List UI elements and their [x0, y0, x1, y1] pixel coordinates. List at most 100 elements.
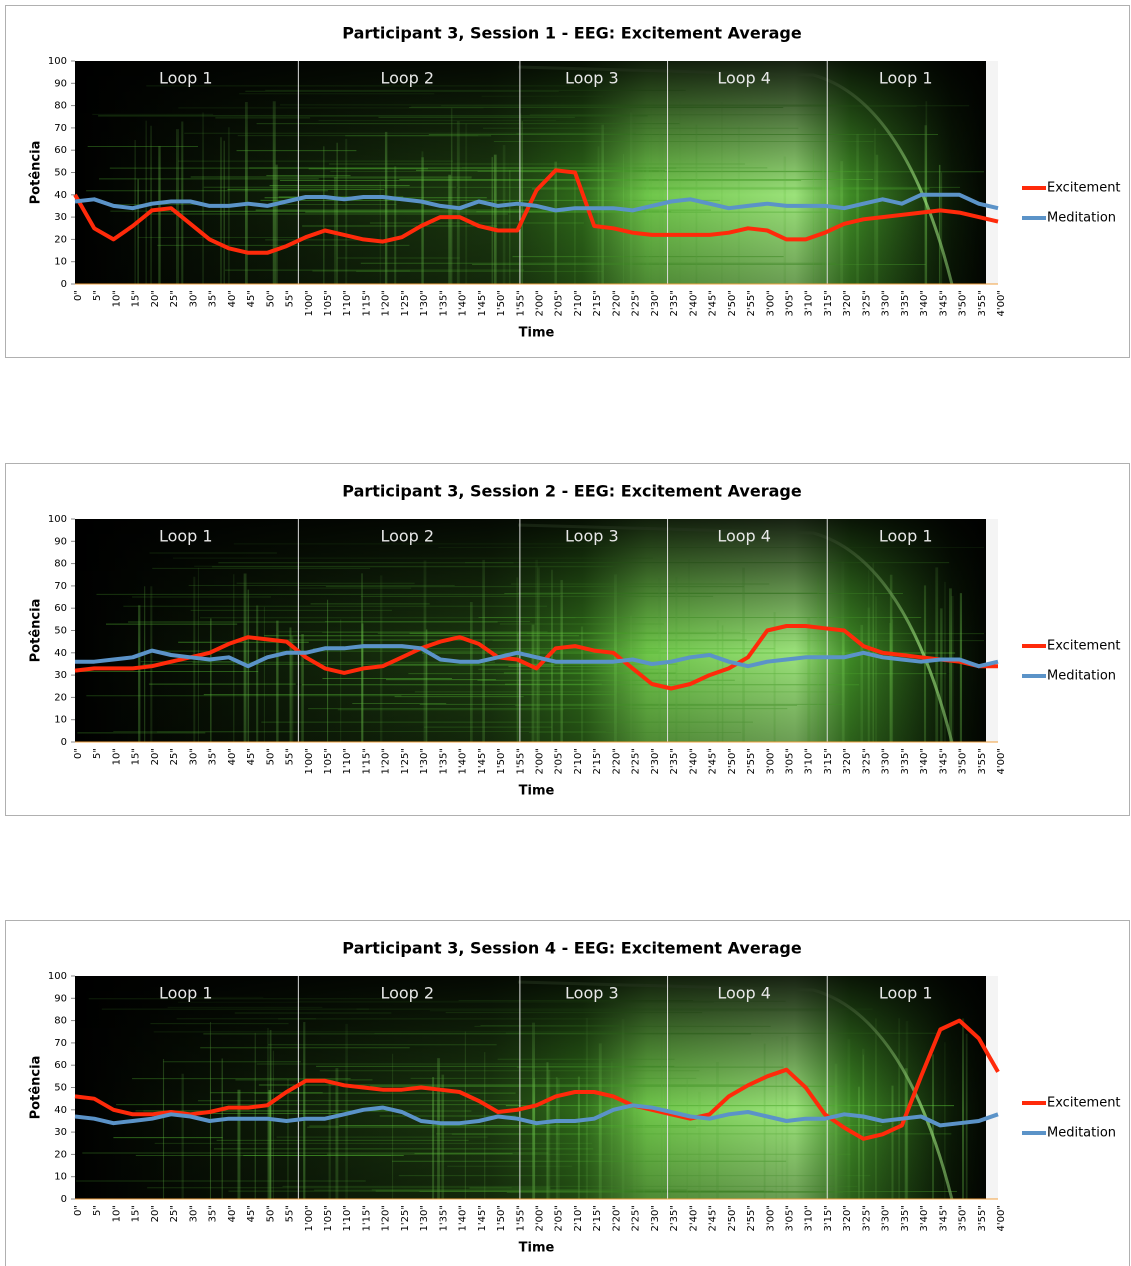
x-tick-label: 2'50": [727, 748, 738, 774]
y-tick-label: 0: [61, 1194, 67, 1205]
x-tick-label: 3'45": [938, 290, 949, 316]
x-tick-label: 3'55": [977, 748, 988, 774]
x-tick-label: 20": [150, 748, 161, 765]
chart-title: Participant 3, Session 2 - EEG: Exciteme…: [342, 482, 802, 501]
x-axis-title: Time: [519, 784, 555, 799]
x-tick-label: 1'05": [323, 748, 334, 774]
x-tick-label: 2'05": [554, 290, 565, 316]
x-tick-label: 1'25": [400, 1205, 411, 1231]
loop-label: Loop 1: [879, 984, 933, 1003]
x-tick-label: 1'25": [400, 290, 411, 316]
loop-label: Loop 1: [159, 527, 213, 546]
x-tick-label: 3'20": [842, 290, 853, 316]
x-tick-label: 1'40": [458, 290, 469, 316]
x-tick-label: 45": [246, 290, 257, 307]
x-tick-label: 10": [111, 1205, 122, 1222]
x-tick-label: 50": [265, 748, 276, 765]
series-line: [74, 624, 998, 691]
loop-label: Loop 4: [717, 527, 771, 546]
x-tick-label: 50": [265, 1205, 276, 1222]
x-tick-label: 1'20": [381, 290, 392, 316]
x-tick-label: 2'55": [746, 290, 757, 316]
spectrogram-shade: [75, 976, 998, 1199]
x-tick-label: 1'20": [381, 748, 392, 774]
series-line: [74, 1018, 1000, 1141]
x-tick-label: 4'00": [996, 748, 1007, 774]
x-tick-label: 1'35": [438, 290, 449, 316]
x-tick-label: 3'20": [842, 748, 853, 774]
x-tick-label: 2'35": [669, 748, 680, 774]
x-tick-label: 3'25": [861, 290, 872, 316]
spectrogram-shade: [75, 519, 998, 742]
y-tick-label: 20: [54, 234, 67, 245]
x-tick-label: 3'55": [977, 1205, 988, 1231]
x-tick-label: 45": [246, 1205, 257, 1222]
x-axis-title: Time: [519, 1241, 555, 1256]
x-tick-label: 2'10": [573, 748, 584, 774]
x-tick-label: 1'00": [304, 748, 315, 774]
x-tick-label: 1'35": [438, 748, 449, 774]
x-tick-label: 2'25": [631, 1205, 642, 1231]
x-tick-label: 3'45": [938, 748, 949, 774]
x-tick-label: 5": [92, 290, 103, 301]
loop-label: Loop 2: [380, 69, 434, 88]
y-tick-label: 40: [54, 1105, 67, 1116]
loop-label: Loop 3: [565, 984, 619, 1003]
x-tick-label: 1'30": [419, 290, 430, 316]
x-tick-label: 5": [92, 748, 103, 759]
y-tick-label: 20: [54, 1149, 67, 1160]
x-tick-label: 35": [208, 1205, 219, 1222]
x-tick-label: 1'50": [496, 290, 507, 316]
y-tick-label: 40: [54, 190, 67, 201]
y-axis-title: Potência: [29, 1056, 44, 1120]
y-tick-label: 90: [54, 536, 67, 547]
x-tick-label: 2'10": [573, 290, 584, 316]
x-tick-label: 1'55": [515, 748, 526, 774]
x-tick-label: 2'10": [573, 1205, 584, 1231]
x-tick-label: 40": [227, 748, 238, 765]
x-tick-label: 45": [246, 748, 257, 765]
x-tick-label: 2'05": [554, 1205, 565, 1231]
x-tick-label: 3'00": [765, 1205, 776, 1231]
legend-label: Excitement: [1047, 639, 1121, 654]
x-tick-label: 3'35": [900, 290, 911, 316]
y-tick-label: 60: [54, 145, 67, 156]
x-tick-label: 3'10": [804, 748, 815, 774]
x-tick-label: 3'40": [919, 1205, 930, 1231]
loop-label: Loop 1: [159, 69, 213, 88]
legend-label: Meditation: [1047, 669, 1116, 684]
x-tick-label: 3'35": [900, 748, 911, 774]
x-tick-label: 2'45": [708, 748, 719, 774]
x-tick-label: 10": [111, 290, 122, 307]
x-tick-label: 1'45": [477, 1205, 488, 1231]
x-tick-label: 55": [285, 748, 296, 765]
x-tick-label: 3'55": [977, 290, 988, 316]
x-tick-label: 3'50": [958, 290, 969, 316]
x-tick-label: 3'20": [842, 1205, 853, 1231]
y-tick-label: 70: [54, 581, 67, 592]
x-tick-label: 1'50": [496, 1205, 507, 1231]
x-tick-label: 2'45": [708, 1205, 719, 1231]
x-tick-label: 5": [92, 1205, 103, 1216]
spectrogram-shade: [75, 61, 998, 284]
x-tick-label: 1'35": [438, 1205, 449, 1231]
x-tick-label: 2'55": [746, 748, 757, 774]
x-tick-label: 1'10": [342, 748, 353, 774]
x-tick-label: 50": [265, 290, 276, 307]
x-tick-label: 2'35": [669, 290, 680, 316]
series-line: [73, 168, 999, 255]
x-tick-label: 3'10": [804, 1205, 815, 1231]
x-tick-label: 30": [188, 748, 199, 765]
y-tick-label: 50: [54, 1083, 67, 1094]
x-tick-label: 2'25": [631, 290, 642, 316]
x-tick-label: 1'45": [477, 290, 488, 316]
loop-label: Loop 1: [159, 984, 213, 1003]
y-tick-label: 0: [61, 279, 67, 290]
x-tick-label: 3'00": [765, 290, 776, 316]
y-tick-label: 20: [54, 692, 67, 703]
x-tick-label: 2'45": [708, 290, 719, 316]
x-tick-label: 1'10": [342, 290, 353, 316]
chart: Participant 3, Session 2 - EEG: Exciteme…: [5, 463, 1130, 816]
x-tick-label: 3'25": [861, 1205, 872, 1231]
